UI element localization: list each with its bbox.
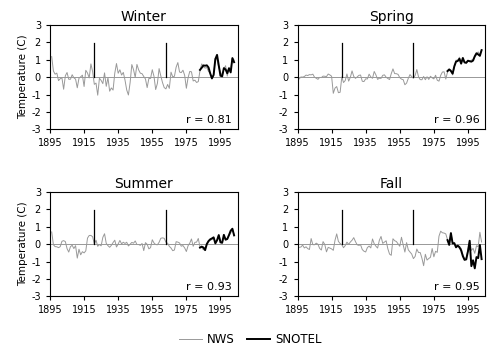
Text: r = 0.93: r = 0.93 — [186, 282, 232, 292]
Title: Spring: Spring — [369, 10, 414, 24]
Title: Summer: Summer — [114, 177, 173, 191]
Text: r = 0.95: r = 0.95 — [434, 282, 480, 292]
Text: r = 0.81: r = 0.81 — [186, 115, 232, 125]
Text: r = 0.96: r = 0.96 — [434, 115, 480, 125]
Legend: NWS, SNOTEL: NWS, SNOTEL — [174, 329, 326, 351]
Title: Winter: Winter — [121, 10, 166, 24]
Y-axis label: Temperature (C): Temperature (C) — [18, 35, 28, 120]
Title: Fall: Fall — [380, 177, 403, 191]
Y-axis label: Temperature (C): Temperature (C) — [18, 202, 28, 286]
